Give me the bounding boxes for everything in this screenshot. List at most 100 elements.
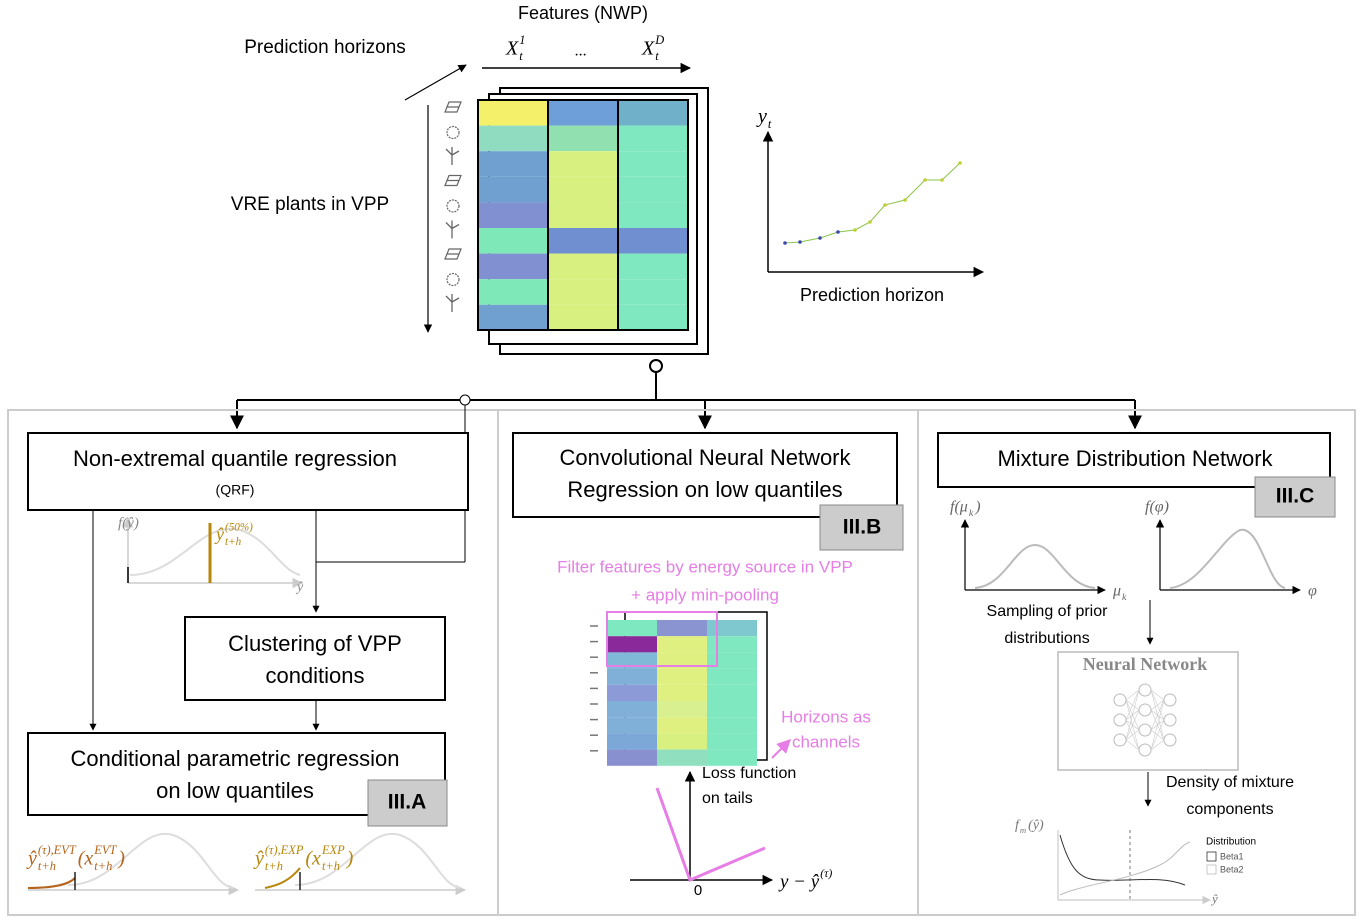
output-point — [836, 230, 840, 234]
heat-cell — [548, 176, 618, 203]
heat-cell — [618, 279, 688, 305]
label: Features (NWP) — [518, 3, 648, 23]
heat-cell — [607, 652, 657, 669]
label: Beta1 — [1220, 851, 1244, 861]
label: channels — [792, 732, 860, 751]
heat-cell — [657, 749, 707, 766]
label: 0 — [694, 882, 702, 899]
synapse — [1150, 709, 1165, 741]
label: Distribution — [1206, 837, 1256, 848]
tail-label: (x — [305, 848, 321, 870]
tail-label: t+h — [265, 859, 283, 873]
neuron — [1113, 733, 1127, 747]
heat-cell — [657, 620, 707, 637]
junction — [459, 394, 471, 406]
heat-cell — [607, 717, 657, 734]
synapse — [1150, 689, 1165, 721]
feature-label: 1 — [519, 33, 525, 47]
neuron — [1138, 683, 1152, 697]
heat-cell — [707, 733, 757, 750]
heat-cell — [657, 701, 707, 718]
heat-cell — [657, 733, 707, 750]
solar-icon — [444, 248, 462, 260]
mixture-curve — [1059, 841, 1191, 896]
synapse — [1125, 739, 1140, 751]
hydro-icon — [446, 125, 460, 140]
heat-cell — [618, 253, 688, 280]
heat-cell — [707, 684, 757, 701]
neuron — [1138, 723, 1152, 737]
prior-label: ) — [974, 499, 980, 516]
label: Conditional parametric regression — [71, 746, 400, 771]
synapse — [1125, 709, 1140, 741]
synapse — [1125, 689, 1140, 721]
synapse — [1125, 689, 1140, 741]
heat-cell — [548, 253, 618, 280]
output-line — [784, 162, 961, 244]
heat-cell — [707, 652, 757, 669]
heat-cell — [478, 176, 548, 203]
tail-label: t+h — [38, 859, 56, 873]
axis-label: k — [1122, 592, 1127, 603]
tail-label: EXP — [321, 843, 345, 857]
output-point — [903, 198, 907, 202]
synapse — [1125, 689, 1140, 701]
tail-label: ) — [117, 848, 125, 870]
heat-cell — [618, 228, 688, 254]
heat-cell — [618, 100, 688, 126]
tail-label: ) — [346, 848, 354, 870]
neuron — [1113, 693, 1127, 707]
synapse — [1150, 739, 1165, 751]
neuron — [1138, 703, 1152, 717]
regression-box — [27, 732, 446, 816]
prior-curve — [1169, 528, 1286, 589]
panel-frame — [7, 409, 1356, 916]
output-point — [958, 161, 962, 165]
output-point — [853, 228, 857, 232]
heat-cell — [478, 100, 548, 126]
wind-icon — [445, 294, 460, 312]
output-point — [940, 178, 944, 182]
output-point — [923, 178, 927, 182]
heat-cell — [607, 636, 657, 653]
heat-cell — [657, 684, 707, 701]
heat-cell — [478, 228, 548, 254]
heat-cell — [548, 228, 618, 254]
label: conditions — [265, 663, 364, 688]
median-label: t+h — [225, 536, 242, 548]
label: Mixture Distribution Network — [997, 446, 1273, 471]
feature-label: D — [654, 33, 664, 47]
heat-cell — [618, 304, 688, 331]
feature-label: X — [641, 38, 655, 60]
neuron — [1113, 713, 1127, 727]
heat-cell — [548, 151, 618, 177]
synapse — [1150, 689, 1165, 741]
hydro-icon — [446, 199, 460, 213]
output-point — [868, 220, 872, 224]
label: Density of mixture — [1166, 774, 1294, 791]
heat-cell — [618, 202, 688, 228]
label: Beta2 — [1220, 864, 1244, 874]
heat-cell — [548, 100, 618, 126]
prior-label: f(μ — [950, 499, 968, 516]
heat-cell — [548, 279, 618, 305]
heat-cell — [478, 151, 548, 177]
mixture-curve — [1059, 834, 1186, 886]
heat-cell — [618, 176, 688, 203]
cnn-box — [512, 432, 898, 518]
tag-box — [367, 779, 448, 827]
label: III.C — [1276, 485, 1315, 508]
tail-curve — [27, 877, 76, 889]
heat-cell — [478, 253, 548, 280]
label: III.A — [388, 791, 427, 814]
heat-cell — [478, 202, 548, 228]
prior-curve — [974, 543, 1096, 589]
tag-box — [1254, 476, 1336, 518]
label: Neural Network — [1083, 654, 1207, 674]
heat-cell — [618, 125, 688, 152]
output-label: y — [756, 106, 767, 128]
junction — [649, 359, 663, 373]
axis-label: φ — [1308, 583, 1317, 600]
synapse — [1150, 729, 1165, 741]
output-point — [883, 203, 887, 207]
